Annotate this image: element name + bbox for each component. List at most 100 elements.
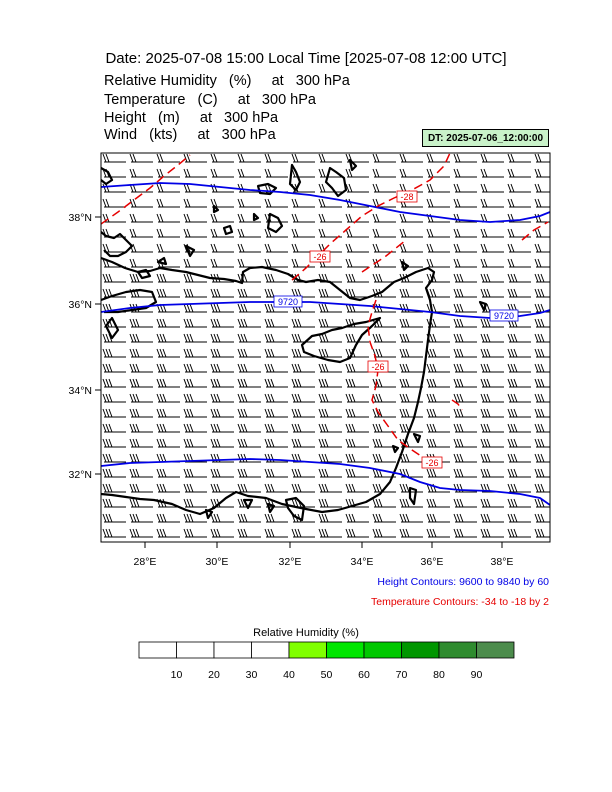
wind-barb <box>453 258 477 268</box>
wind-barb <box>426 198 450 208</box>
wind-barb <box>183 273 207 283</box>
wind-barb <box>102 393 126 403</box>
wind-barb <box>291 468 315 478</box>
wind-barb <box>453 483 477 493</box>
wind-barb <box>426 243 450 253</box>
wind-barb <box>318 303 342 313</box>
lat-tick-label: 34°N <box>69 385 92 397</box>
wind-barb <box>318 183 342 193</box>
wind-barb <box>318 483 342 493</box>
wind-barb <box>156 363 180 373</box>
wind-barb <box>480 468 504 478</box>
wind-barb <box>534 273 550 283</box>
wind-barb <box>102 348 126 358</box>
wind-barb <box>102 243 126 253</box>
wind-barb <box>237 153 261 163</box>
wind-barb <box>129 258 153 268</box>
wind-barb <box>453 198 477 208</box>
wind-barb <box>129 213 153 223</box>
wind-barb <box>534 228 550 238</box>
wind-barb <box>426 333 450 343</box>
wind-barb <box>507 168 531 178</box>
wind-barb <box>102 483 126 493</box>
colorbar-swatch <box>288 641 327 659</box>
wind-barb <box>318 288 342 298</box>
lat-tick-label: 32°N <box>69 469 92 481</box>
colorbar-label: 50 <box>321 669 333 681</box>
colorbar-label: 90 <box>471 669 483 681</box>
wind-barb <box>480 408 504 418</box>
wind-barb <box>183 348 207 358</box>
wind-barb <box>210 528 234 538</box>
wind-barb <box>534 333 550 343</box>
wind-barb <box>129 318 153 328</box>
wind-barb <box>426 468 450 478</box>
colorbar-label: 70 <box>396 669 408 681</box>
wind-barb <box>345 273 369 283</box>
wind-barb <box>399 288 423 298</box>
wind-barb <box>426 498 450 508</box>
wind-barb <box>453 408 477 418</box>
wind-barb <box>426 258 450 268</box>
wind-barb <box>129 453 153 463</box>
height-contour-labels: 9720 9720 <box>273 295 519 322</box>
wind-barb <box>453 243 477 253</box>
wind-barb <box>264 198 288 208</box>
temperature-label: -26 <box>309 250 331 263</box>
wind-barb <box>534 438 550 448</box>
wind-barb <box>129 198 153 208</box>
height-label: 9720 <box>489 309 519 322</box>
wind-barb <box>453 423 477 433</box>
wind-barb <box>129 168 153 178</box>
wind-barb <box>318 198 342 208</box>
wind-barb <box>183 393 207 403</box>
dt-badge: DT: 2025-07-06_12:00:00 <box>422 129 549 147</box>
wind-barb <box>129 153 153 163</box>
wind-barb <box>453 318 477 328</box>
wind-barb <box>480 453 504 463</box>
wind-barb <box>345 168 369 178</box>
wind-barb <box>453 528 477 538</box>
wind-barb <box>534 483 550 493</box>
wind-barb <box>156 483 180 493</box>
wind-barb <box>480 288 504 298</box>
lat-tick-label: 36°N <box>69 299 92 311</box>
lon-tick-label: 30°E <box>206 556 229 568</box>
wind-barb <box>264 483 288 493</box>
wind-barb <box>210 288 234 298</box>
wind-barb <box>345 408 369 418</box>
wind-barb <box>372 453 396 463</box>
wind-barb <box>345 438 369 448</box>
wind-barb <box>399 153 423 163</box>
wind-barb <box>237 423 261 433</box>
wind-barb <box>534 303 550 313</box>
wind-barb <box>156 393 180 403</box>
wind-barb <box>534 153 550 163</box>
wind-barb <box>156 318 180 328</box>
wind-barb <box>480 318 504 328</box>
wind-barb <box>507 258 531 268</box>
wind-barb <box>210 393 234 403</box>
wind-barb <box>345 243 369 253</box>
wind-barb <box>453 273 477 283</box>
wind-barb <box>264 393 288 403</box>
lon-tick-label: 32°E <box>279 556 302 568</box>
wind-barb <box>102 273 126 283</box>
wind-barb <box>426 228 450 238</box>
wind-barb <box>480 513 504 523</box>
wind-barb <box>129 273 153 283</box>
wind-barb <box>399 528 423 538</box>
wind-barb <box>156 168 180 178</box>
wind-barb <box>345 213 369 223</box>
wind-barb <box>264 273 288 283</box>
wind-barb <box>480 348 504 358</box>
wind-barb <box>102 423 126 433</box>
wind-barb <box>534 198 550 208</box>
wind-barb <box>426 183 450 193</box>
colorbar-label: 60 <box>358 669 370 681</box>
wind-barb <box>480 183 504 193</box>
wind-barb <box>210 348 234 358</box>
wind-barb <box>345 423 369 433</box>
wind-barb <box>318 363 342 373</box>
wind-barb <box>318 528 342 538</box>
